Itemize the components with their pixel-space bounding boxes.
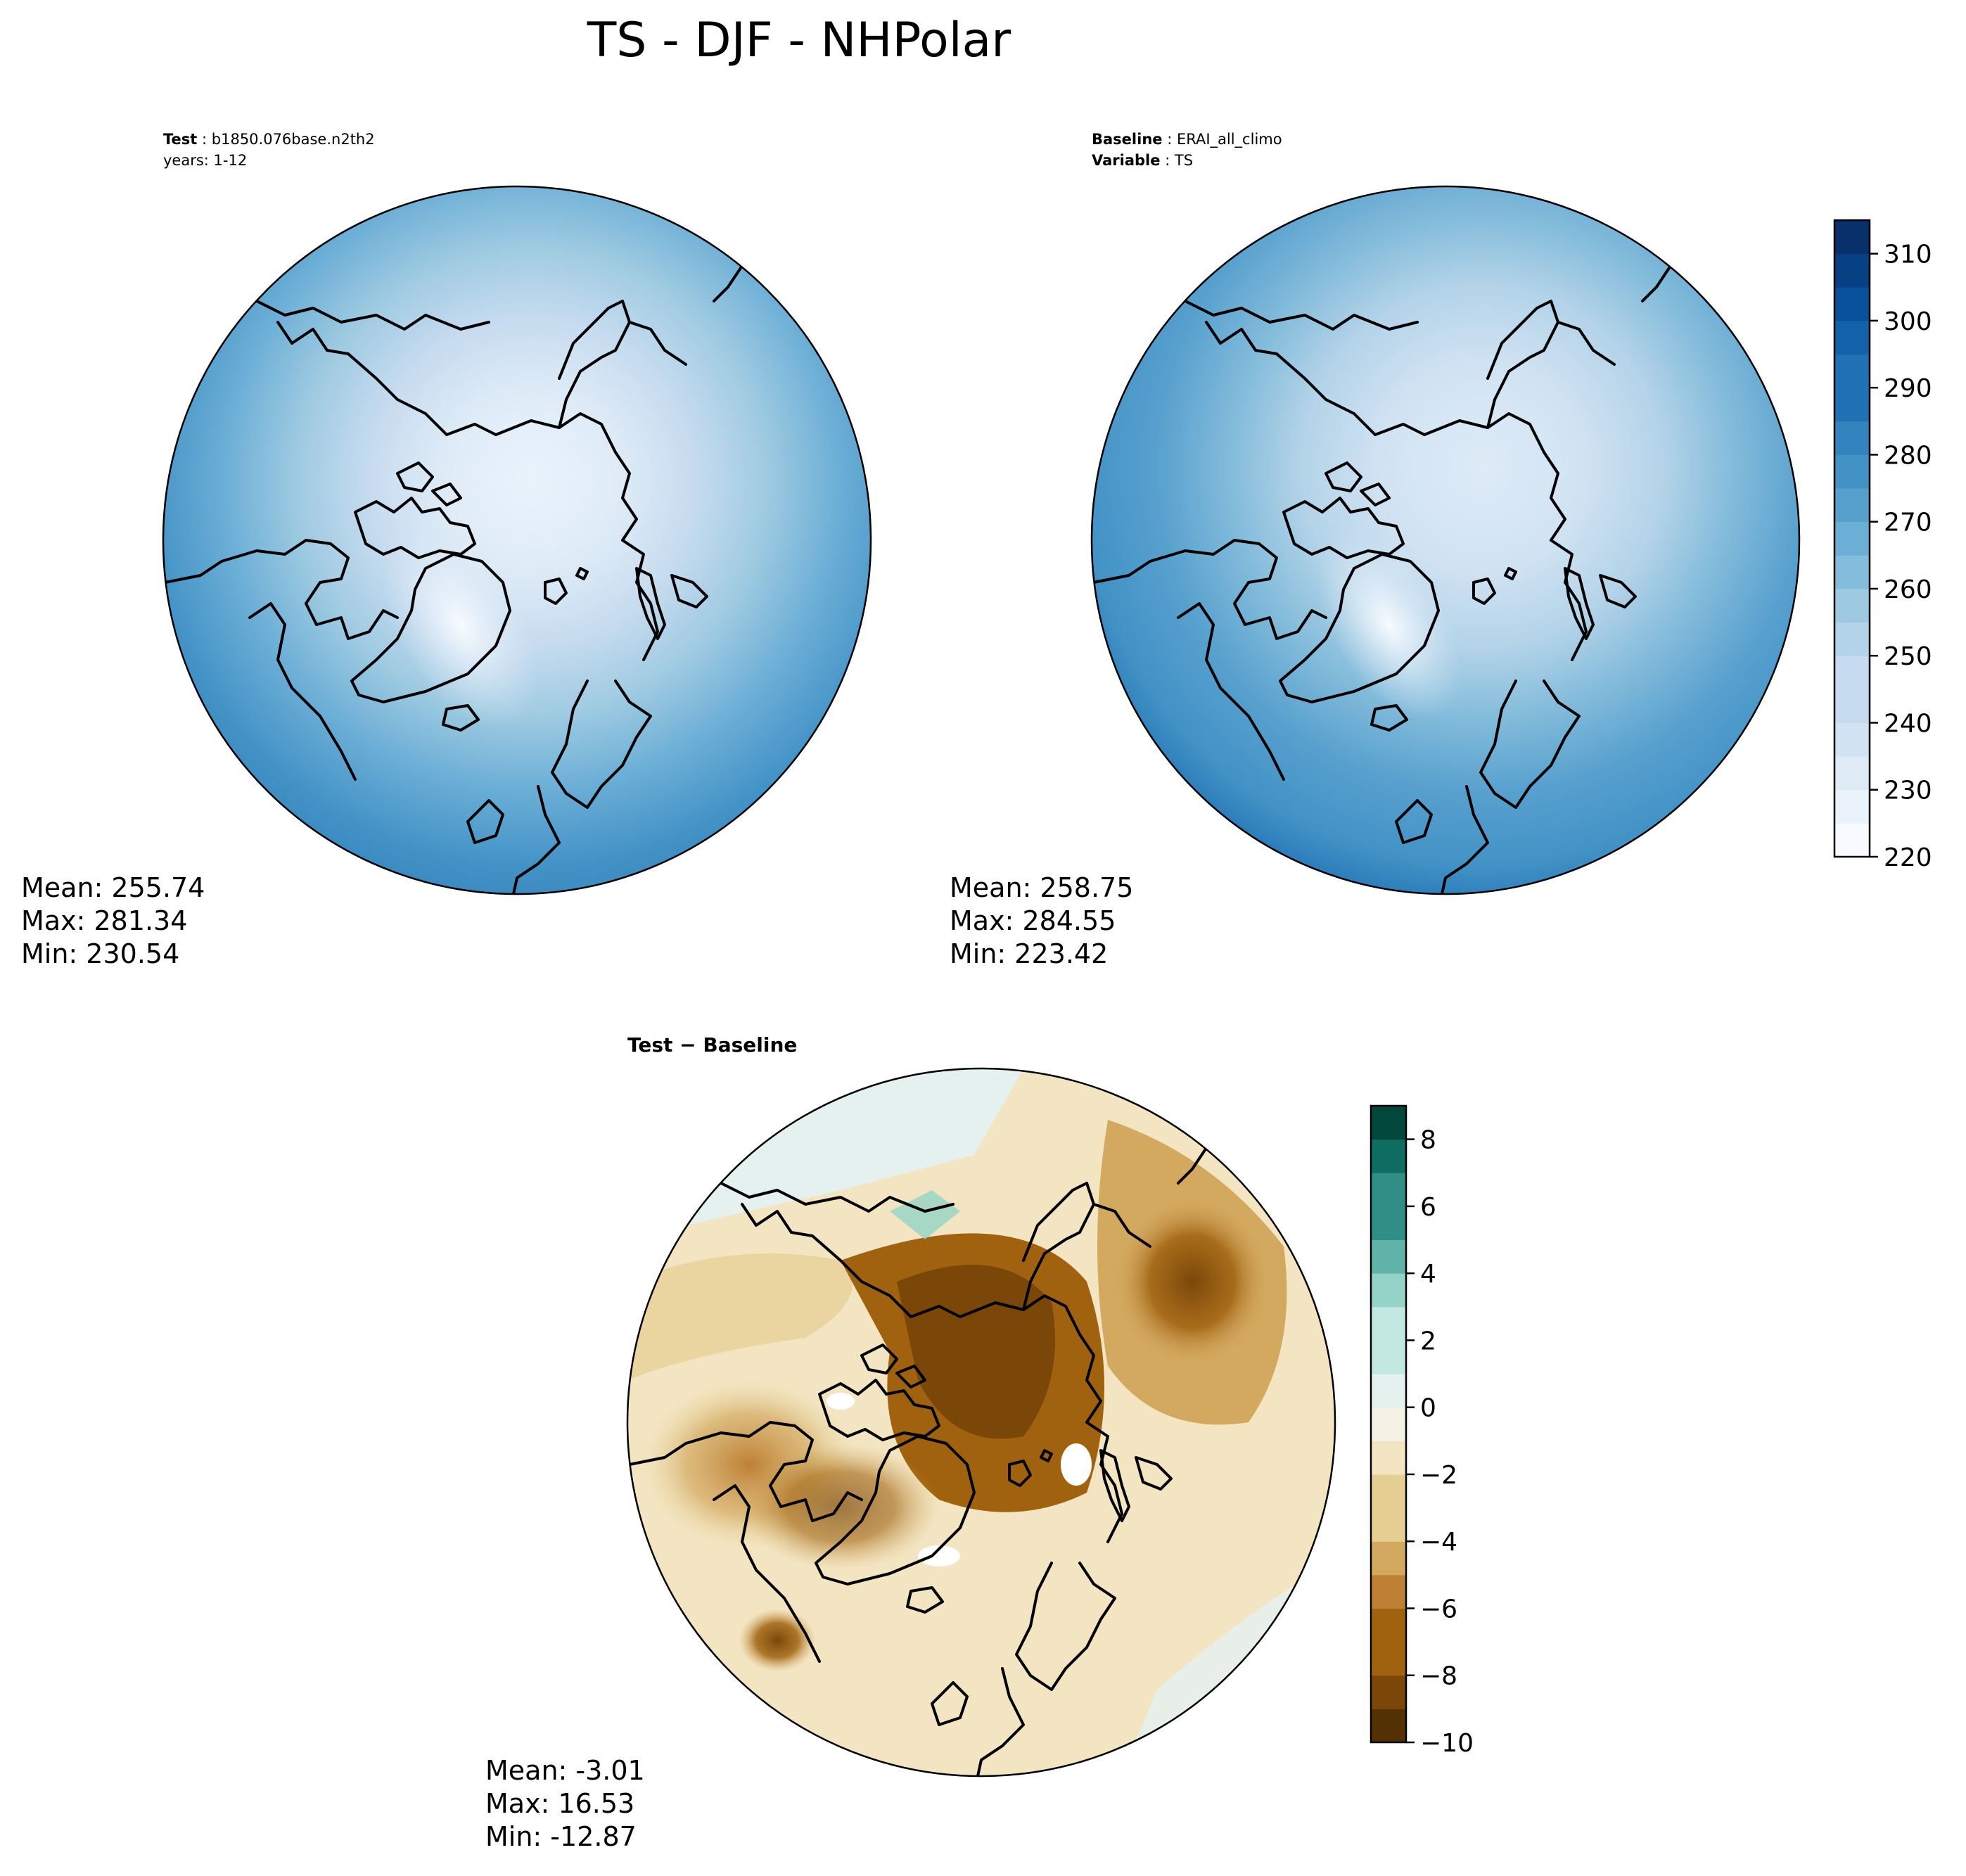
colorbar-difference-swatch <box>1371 1273 1406 1308</box>
colorbar-temperature-swatch <box>1834 521 1870 556</box>
colorbar-temperature-swatch <box>1834 287 1870 321</box>
panel-test-mean: Mean: 255.74 <box>21 872 205 903</box>
colorbar-temperature-swatch <box>1834 220 1870 255</box>
colorbar-temperature-tick-label: 290 <box>1884 374 1932 403</box>
colorbar-temperature-swatch <box>1834 656 1870 690</box>
colorbar-temperature-swatch <box>1834 454 1870 489</box>
colorbar-temperature-swatch <box>1834 555 1870 589</box>
colorbar-difference-swatch <box>1371 1507 1406 1542</box>
colorbar-difference-tick-label: −6 <box>1420 1595 1457 1623</box>
colorbar-temperature-tick-label: 220 <box>1884 843 1932 872</box>
panel-baseline-max: Max: 284.55 <box>950 905 1116 936</box>
panel-baseline-header-2: Variable : TS <box>1092 152 1193 169</box>
panel-baseline: Baseline : ERAI_all_climo Variable : TS … <box>950 131 1801 969</box>
panel-test-min: Min: 230.54 <box>21 938 179 969</box>
colorbar-temperature-tick-label: 240 <box>1884 709 1932 738</box>
panel-baseline-map <box>1090 185 1801 895</box>
colorbar-difference-tick-label: 2 <box>1420 1327 1436 1355</box>
panel-difference-min: Min: -12.87 <box>485 1821 637 1852</box>
colorbar-difference-swatch <box>1371 1608 1406 1642</box>
colorbar-temperature-tick-label: 250 <box>1884 642 1932 671</box>
colorbar-temperature-frame <box>1833 219 1871 858</box>
colorbar-difference-swatch <box>1371 1541 1406 1576</box>
panel-test-header-1: Test : b1850.076base.n2th2 <box>163 131 375 148</box>
colorbar-difference: −10 −8 −6 −4 −2 0 2 4 6 8 <box>1370 1104 1474 1758</box>
panel-test-header-2: years: 1-12 <box>163 152 247 169</box>
colorbar-difference-swatch <box>1371 1173 1406 1207</box>
colorbar-temperature-swatch <box>1834 689 1870 723</box>
colorbar-difference-tick-label: −10 <box>1420 1729 1474 1758</box>
colorbar-difference-tick-label: 8 <box>1420 1126 1436 1155</box>
colorbar-difference-tick-label: 6 <box>1420 1193 1436 1222</box>
panel-test-max: Max: 281.34 <box>21 905 187 936</box>
colorbar-temperature-swatch <box>1834 756 1870 791</box>
colorbar-temperature-swatch <box>1834 588 1870 623</box>
colorbar-difference-frame <box>1370 1104 1408 1744</box>
colorbar-temperature-tick-label: 280 <box>1884 441 1932 470</box>
colorbar-difference-swatch <box>1371 1306 1406 1341</box>
colorbar-difference-swatch <box>1371 1106 1406 1140</box>
colorbar-temperature-swatch <box>1834 823 1870 857</box>
colorbar-difference-tick-label: −4 <box>1420 1528 1457 1557</box>
figure-title: TS - DJF - NHPolar <box>587 13 1011 68</box>
colorbar-difference-swatch <box>1371 1139 1406 1173</box>
colorbar-difference-swatch <box>1371 1407 1406 1441</box>
panel-difference-max: Max: 16.53 <box>485 1788 634 1819</box>
colorbar-difference-tick-label: 0 <box>1420 1394 1436 1423</box>
colorbar-temperature-tick-label: 310 <box>1884 241 1932 269</box>
colorbar-temperature-swatch <box>1834 622 1870 656</box>
panel-difference-header: Test − Baseline <box>627 1033 797 1057</box>
colorbar-difference-swatch <box>1371 1642 1406 1676</box>
colorbar-difference-swatch <box>1371 1675 1406 1709</box>
colorbar-temperature-tick-label: 230 <box>1884 777 1932 805</box>
colorbar-temperature-swatch <box>1834 253 1870 288</box>
colorbar-temperature-tick-label: 270 <box>1884 509 1932 537</box>
colorbar-temperature-swatch <box>1834 320 1870 355</box>
colorbar-temperature-swatch <box>1834 488 1870 523</box>
colorbar-difference-tick-label: −8 <box>1420 1662 1457 1691</box>
colorbar-difference-swatch <box>1371 1441 1406 1475</box>
colorbar-difference-swatch <box>1371 1206 1406 1241</box>
panel-baseline-mean: Mean: 258.75 <box>950 872 1133 903</box>
colorbar-difference-swatch <box>1371 1574 1406 1609</box>
colorbar-difference-swatch <box>1371 1239 1406 1274</box>
colorbar-temperature-tick-label: 300 <box>1884 307 1932 336</box>
colorbar-difference-tick-label: −2 <box>1420 1461 1457 1490</box>
colorbar-temperature-swatch <box>1834 722 1870 757</box>
panel-difference-mean: Mean: -3.01 <box>485 1755 645 1786</box>
panel-test: Test : b1850.076base.n2th2 years: 1-12 M… <box>21 131 872 969</box>
colorbar-difference-tick-label: 4 <box>1420 1260 1436 1289</box>
panel-test-map <box>162 185 872 895</box>
colorbar-difference-swatch <box>1371 1340 1406 1374</box>
panel-difference-map <box>626 1067 1336 1778</box>
colorbar-temperature: 220 230 240 250 260 270 280 290 300 310 <box>1833 219 1932 872</box>
colorbar-temperature-tick-label: 260 <box>1884 575 1932 604</box>
colorbar-temperature-swatch <box>1834 789 1870 824</box>
colorbar-temperature-swatch <box>1834 388 1870 422</box>
colorbar-difference-swatch <box>1371 1474 1406 1509</box>
colorbar-difference-swatch <box>1371 1709 1406 1743</box>
panel-baseline-header-1: Baseline : ERAI_all_climo <box>1092 131 1282 148</box>
colorbar-temperature-swatch <box>1834 354 1870 388</box>
colorbar-temperature-swatch <box>1834 421 1870 455</box>
panel-difference: Test − Baseline <box>485 1033 1336 1852</box>
panel-baseline-min: Min: 223.42 <box>950 938 1108 969</box>
colorbar-difference-swatch <box>1371 1374 1406 1408</box>
